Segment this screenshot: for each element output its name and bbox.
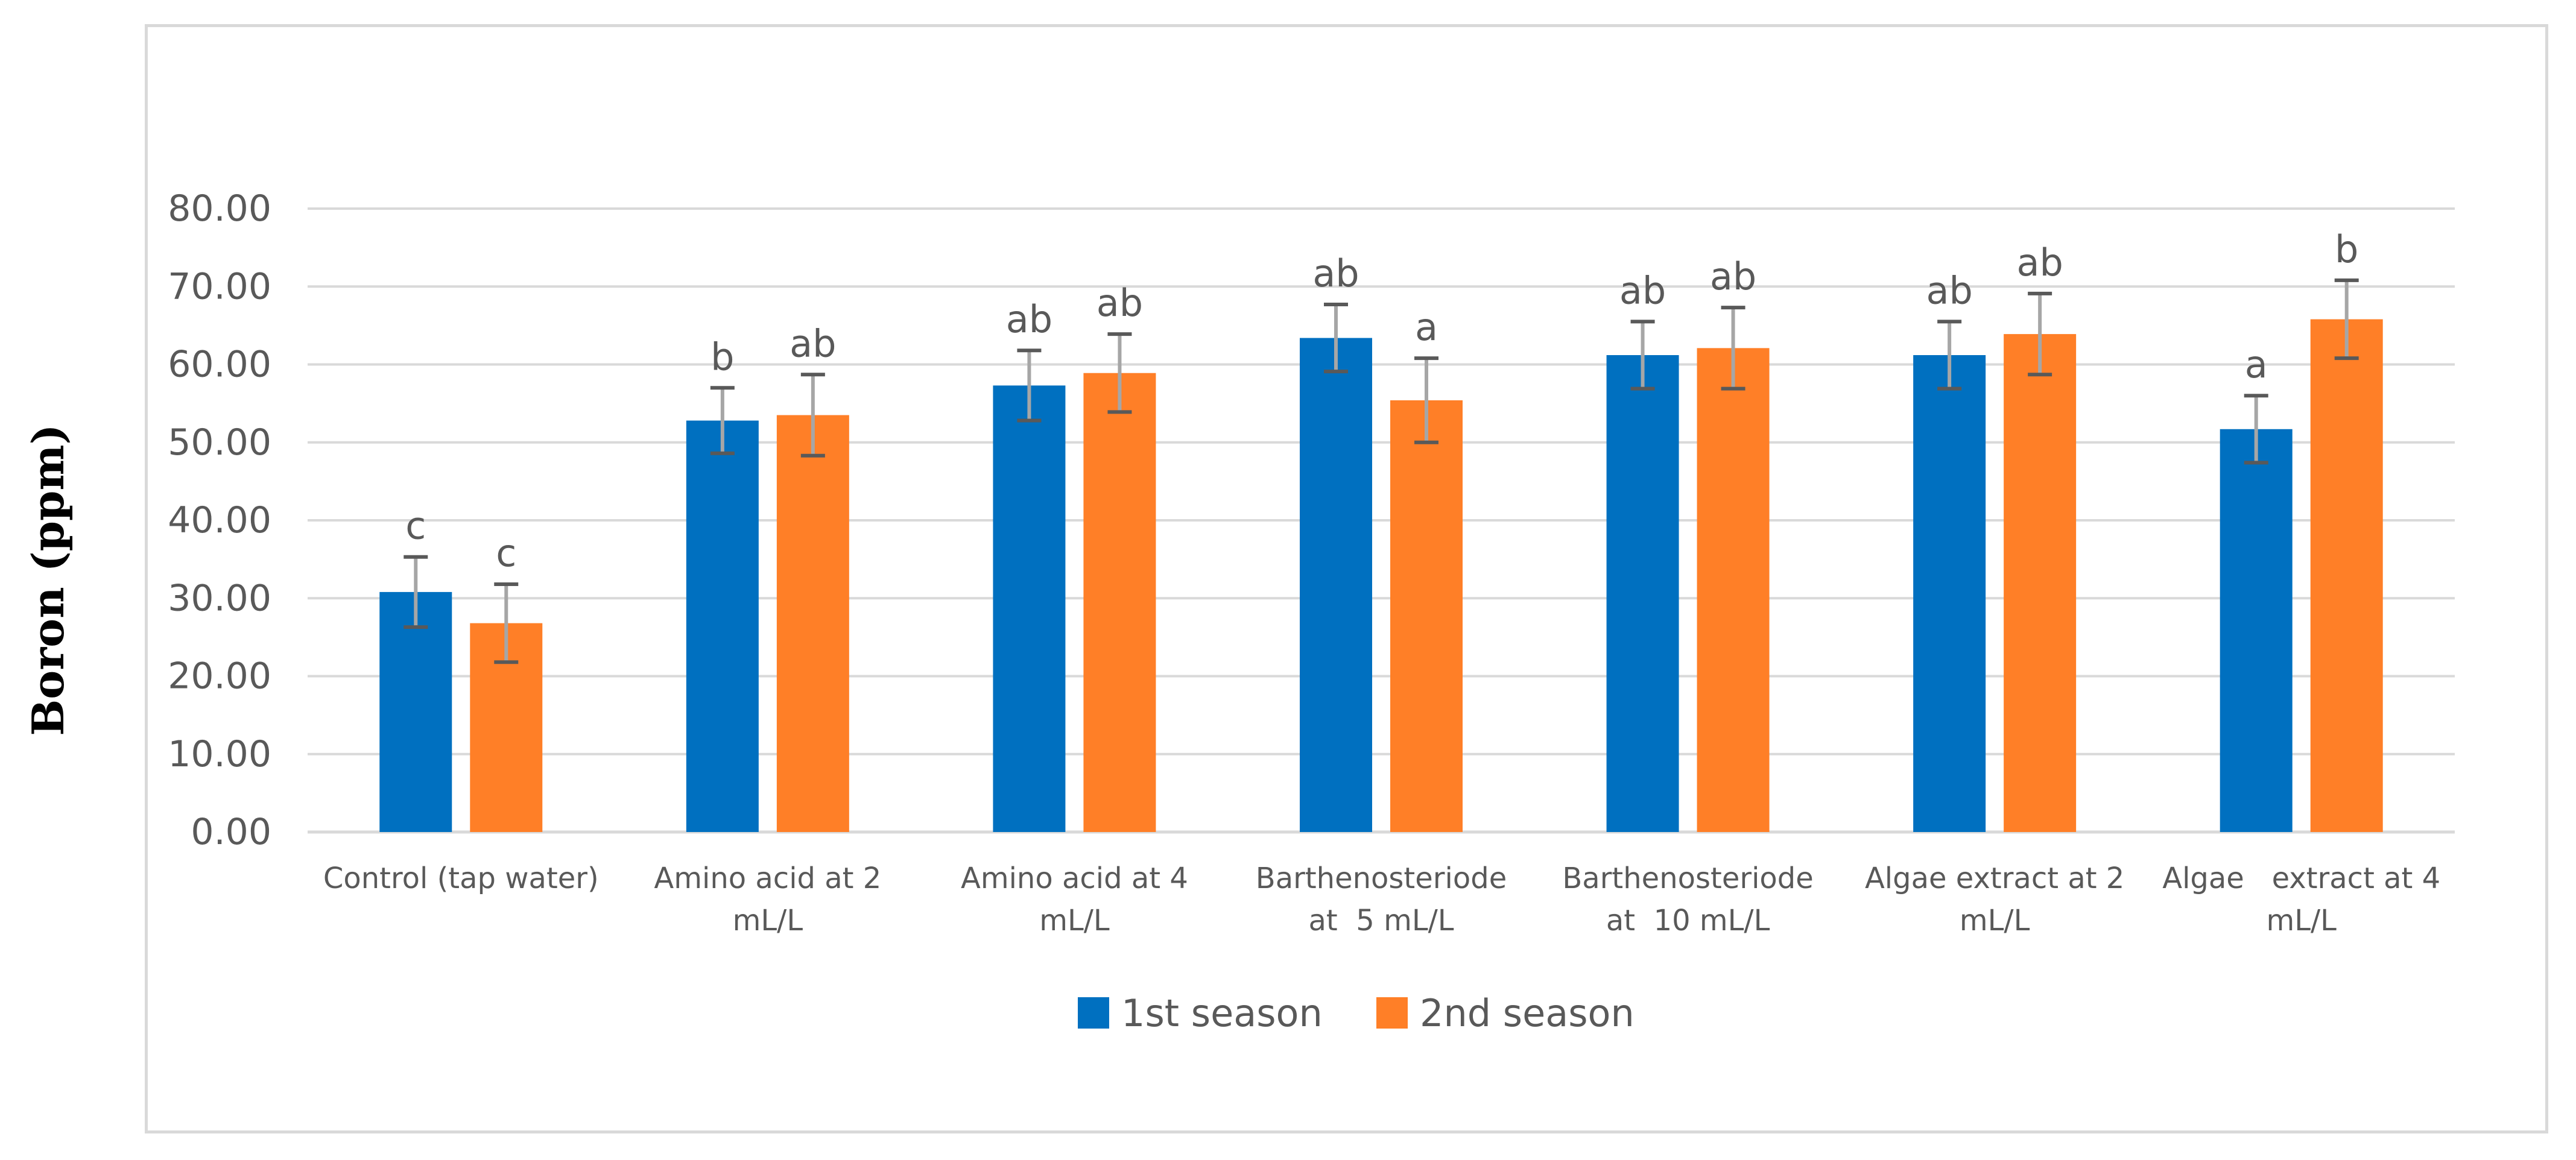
bar-season1 [1300, 338, 1372, 832]
y-tick-label: 50.00 [168, 421, 271, 464]
significance-letter: b [2335, 227, 2358, 271]
significance-letter: ab [1710, 254, 1756, 298]
y-tick-label: 80.00 [168, 188, 271, 230]
category-label: mL/L [1039, 904, 1110, 938]
category-label: mL/L [2267, 904, 2337, 938]
bar-season1 [993, 385, 1066, 832]
category-label: Control (tap water) [323, 862, 599, 895]
y-tick-label: 20.00 [168, 655, 271, 698]
y-tick-label: 40.00 [168, 499, 271, 541]
significance-letter: ab [2016, 241, 2063, 285]
y-tick-label: 0.00 [191, 811, 271, 853]
y-axis-ticks: 0.00 10.00 20.00 30.00 40.00 50.00 60.00 70.00 8… [168, 188, 271, 853]
category-label: Amino acid at 2 [654, 862, 881, 895]
bar-season1 [1913, 355, 1986, 832]
significance-letter: ab [790, 321, 836, 365]
category-label: Barthenosteriode [1562, 862, 1813, 895]
significance-letter: ab [1926, 268, 1972, 312]
category-label: Algae extract at 2 [1865, 862, 2124, 895]
bar-season2 [1083, 373, 1156, 832]
bar-season2 [776, 415, 849, 832]
category-label: mL/L [1960, 904, 2030, 938]
error-bars [403, 278, 2359, 664]
gridlines [308, 207, 2455, 834]
significance-letter: b [710, 335, 734, 379]
category-label: mL/L [733, 904, 803, 938]
significance-letter: ab [1312, 251, 1359, 295]
significance-letter: ab [1619, 268, 1666, 312]
category-label: at 10 mL/L [1606, 904, 1770, 938]
legend-label: 2nd season [1420, 991, 1635, 1035]
category-label: Amino acid at 4 [961, 862, 1188, 895]
x-axis-categories: Control (tap water) Amino acid at 2 mL/L Am… [323, 862, 2440, 938]
category-label: Algae extract at 4 [2162, 862, 2440, 895]
y-tick-label: 30.00 [168, 577, 271, 619]
bar-season2 [2004, 334, 2077, 832]
bar-season2 [1697, 348, 1770, 832]
significance-letter: a [1415, 305, 1438, 349]
y-tick-label: 60.00 [168, 344, 271, 386]
bar-season1 [379, 591, 452, 832]
category-label: at 5 mL/L [1309, 904, 1454, 938]
significance-letter: c [496, 531, 516, 575]
legend-swatch [1078, 997, 1109, 1029]
bars [379, 319, 2383, 832]
significance-letter: c [405, 504, 426, 548]
bar-season2 [2310, 319, 2383, 832]
legend-label: 1st season [1121, 991, 1323, 1035]
y-tick-label: 10.00 [168, 733, 271, 775]
bar-season1 [686, 420, 759, 832]
bar-season1 [2220, 429, 2293, 832]
category-label: Barthenosteriode [1256, 862, 1507, 895]
legend: 1st season 2nd season [1078, 991, 1635, 1035]
y-tick-label: 70.00 [168, 265, 271, 307]
bar-season2 [1390, 400, 1463, 832]
legend-swatch [1376, 997, 1408, 1029]
significance-letter: ab [1097, 281, 1143, 325]
significance-letter: a [2245, 342, 2268, 386]
significance-letter: ab [1006, 297, 1052, 341]
bar-season1 [1606, 355, 1679, 832]
